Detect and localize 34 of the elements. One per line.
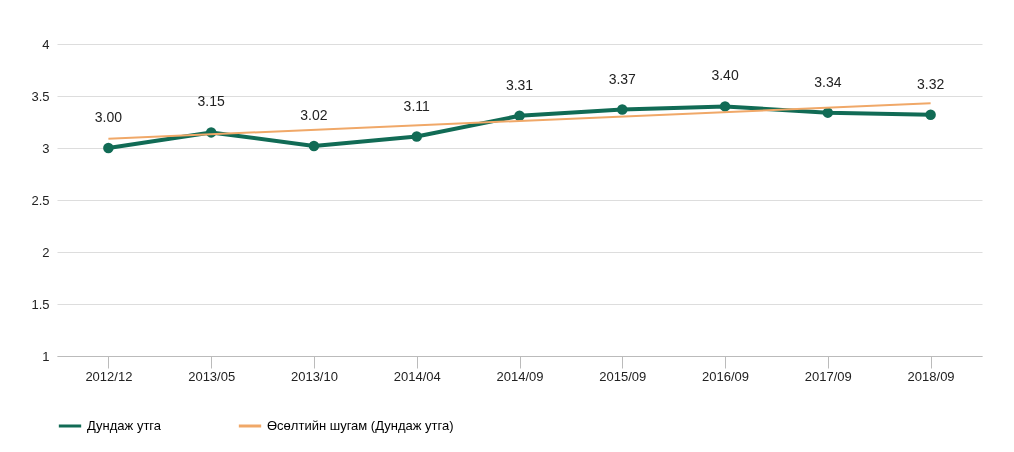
data-label: 3.37 xyxy=(608,70,637,87)
data-label: 3.15 xyxy=(197,93,225,110)
data-label: 3.11 xyxy=(403,97,431,114)
point xyxy=(514,110,525,121)
y-tick-label: 4 xyxy=(42,36,50,52)
data-label: 3.34 xyxy=(814,73,842,90)
point xyxy=(719,101,731,112)
y-tick-label: 2 xyxy=(42,244,50,260)
point xyxy=(925,109,936,120)
y-tick-label: 3.5 xyxy=(31,88,50,104)
y-tick-label: 1 xyxy=(42,348,50,364)
point xyxy=(411,131,422,142)
data-label: 3.31 xyxy=(505,76,534,93)
legend-label: Өсөлтийн шугам (Дундаж утга) xyxy=(267,418,454,433)
x-tick-label: 2016/09 xyxy=(702,368,750,384)
point xyxy=(617,104,628,115)
x-tick-label: 2014/04 xyxy=(393,368,441,384)
x-tick-label: 2014/09 xyxy=(496,368,544,384)
x-tick-label: 2013/10 xyxy=(290,368,338,384)
x-tick-label: 2012/12 xyxy=(85,368,133,384)
point xyxy=(308,140,320,152)
data-label: 3.00 xyxy=(94,109,123,125)
data-label: 3.02 xyxy=(300,106,328,123)
data-label: 3.32 xyxy=(916,75,945,92)
y-tick-label: 3 xyxy=(42,140,50,156)
x-tick-label: 2018/09 xyxy=(907,368,955,384)
x-tick-label: 2017/09 xyxy=(804,368,852,384)
data-label: 3.40 xyxy=(711,67,739,84)
x-tick-label: 2013/05 xyxy=(188,368,236,384)
point xyxy=(103,142,114,154)
y-tick-label: 1.5 xyxy=(31,296,50,312)
y-tick-label: 2.5 xyxy=(31,192,50,208)
legend-label: Дундаж утга xyxy=(87,418,162,433)
x-tick-label: 2015/09 xyxy=(599,368,647,384)
